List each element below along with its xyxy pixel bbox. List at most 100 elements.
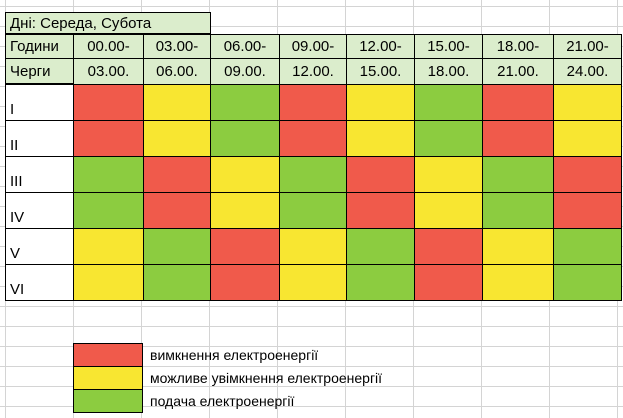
schedule-cell-red[interactable] xyxy=(143,156,211,193)
queue-label-cell-text: I xyxy=(10,101,15,118)
time-start-cell[interactable]: 00.00- xyxy=(73,34,144,59)
days-title[interactable]: Дні: Середа, Субота xyxy=(5,12,211,34)
schedule-cell-red[interactable] xyxy=(346,192,415,229)
schedule-cell-red[interactable] xyxy=(414,228,483,265)
schedule-cell-green[interactable] xyxy=(73,192,144,229)
schedule-cell-green[interactable] xyxy=(210,84,280,121)
legend-label: подача електроенергії xyxy=(150,393,295,409)
schedule-cell-green[interactable] xyxy=(414,84,483,121)
time-start-cell[interactable]: 06.00- xyxy=(210,34,280,59)
time-end-cell-text: 15.00. xyxy=(359,63,402,80)
time-end-cell-text: 12.00. xyxy=(292,63,334,80)
time-end-cell[interactable]: 12.00. xyxy=(279,58,347,85)
schedule-cell-green[interactable] xyxy=(482,192,554,229)
queues-label: Черги xyxy=(10,62,51,80)
time-start-cell[interactable]: 12.00- xyxy=(346,34,415,59)
time-start-cell-text: 03.00- xyxy=(155,38,199,55)
schedule-cell-yellow[interactable] xyxy=(143,84,211,121)
queue-label-cell-text: II xyxy=(10,137,19,154)
queue-label-cell[interactable]: IV xyxy=(5,192,74,229)
queue-label-cell-text: III xyxy=(10,173,23,190)
schedule-cell-yellow[interactable] xyxy=(279,228,347,265)
schedule-cell-yellow[interactable] xyxy=(482,228,554,265)
schedule-cell-yellow[interactable] xyxy=(414,156,483,193)
time-end-cell[interactable]: 03.00. xyxy=(73,58,144,85)
time-start-cell-text: 12.00- xyxy=(359,38,402,55)
legend-swatch-red xyxy=(73,343,143,367)
schedule-cell-yellow[interactable] xyxy=(279,264,347,301)
time-start-cell[interactable]: 09.00- xyxy=(279,34,347,59)
queues-label-cell[interactable]: Черги xyxy=(5,58,74,84)
time-start-cell-text: 09.00- xyxy=(291,38,335,55)
legend-swatch-yellow xyxy=(73,366,143,390)
days-title-text: Дні: Середа, Субота xyxy=(10,14,152,32)
schedule-cell-yellow[interactable] xyxy=(346,84,415,121)
hours-label: Години xyxy=(10,38,59,55)
time-start-cell[interactable]: 21.00- xyxy=(553,34,622,59)
time-start-cell-text: 21.00- xyxy=(566,38,609,55)
queue-label-cell-text: V xyxy=(10,245,21,262)
schedule-cell-yellow[interactable] xyxy=(553,84,622,121)
queue-label-cell-text: IV xyxy=(10,209,25,226)
schedule-cell-green[interactable] xyxy=(73,156,144,193)
schedule-cell-yellow[interactable] xyxy=(346,120,415,157)
time-end-cell[interactable]: 21.00. xyxy=(482,58,554,85)
legend-label: вимкнення електроенергії xyxy=(150,347,319,363)
schedule-cell-green[interactable] xyxy=(143,264,211,301)
schedule-cell-red[interactable] xyxy=(346,156,415,193)
queue-label-cell[interactable]: I xyxy=(5,84,74,121)
queue-label-cell[interactable]: VI xyxy=(5,264,74,301)
time-end-cell-text: 18.00. xyxy=(427,63,470,80)
schedule-cell-red[interactable] xyxy=(482,120,554,157)
schedule-cell-green[interactable] xyxy=(346,264,415,301)
time-end-cell[interactable]: 06.00. xyxy=(143,58,211,85)
schedule-cell-red[interactable] xyxy=(553,156,622,193)
schedule-cell-yellow[interactable] xyxy=(482,264,554,301)
time-start-cell-text: 06.00- xyxy=(223,38,267,55)
schedule-cell-green[interactable] xyxy=(346,228,415,265)
schedule-cell-yellow[interactable] xyxy=(143,120,211,157)
time-start-cell-text: 18.00- xyxy=(496,38,540,55)
schedule-cell-yellow[interactable] xyxy=(414,192,483,229)
time-start-cell-text: 15.00- xyxy=(427,38,470,55)
schedule-cell-yellow[interactable] xyxy=(210,192,280,229)
schedule-cell-green[interactable] xyxy=(482,156,554,193)
time-start-cell[interactable]: 03.00- xyxy=(143,34,211,59)
schedule-cell-red[interactable] xyxy=(210,264,280,301)
time-end-cell[interactable]: 15.00. xyxy=(346,58,415,85)
schedule-cell-red[interactable] xyxy=(210,228,280,265)
legend-label: можливе увімкнення електроенергії xyxy=(150,370,383,386)
schedule-cell-yellow[interactable] xyxy=(73,228,144,265)
schedule-cell-green[interactable] xyxy=(279,156,347,193)
schedule-cell-red[interactable] xyxy=(414,264,483,301)
schedule-cell-red[interactable] xyxy=(482,84,554,121)
schedule-cell-yellow[interactable] xyxy=(210,156,280,193)
schedule-cell-red[interactable] xyxy=(553,192,622,229)
time-start-cell[interactable]: 18.00- xyxy=(482,34,554,59)
schedule-cell-green[interactable] xyxy=(414,120,483,157)
time-end-cell[interactable]: 24.00. xyxy=(553,58,622,85)
time-start-cell[interactable]: 15.00- xyxy=(414,34,483,59)
time-end-cell-text: 06.00. xyxy=(156,63,198,80)
queue-label-cell[interactable]: V xyxy=(5,228,74,265)
schedule-cell-green[interactable] xyxy=(143,228,211,265)
schedule-cell-green[interactable] xyxy=(553,264,622,301)
schedule-cell-red[interactable] xyxy=(279,120,347,157)
hours-label-cell[interactable]: Години xyxy=(5,34,74,59)
schedule-cell-yellow[interactable] xyxy=(73,264,144,301)
schedule-cell-yellow[interactable] xyxy=(553,120,622,157)
schedule-cell-red[interactable] xyxy=(73,120,144,157)
queue-label-cell[interactable]: II xyxy=(5,120,74,157)
queue-label-cell[interactable]: III xyxy=(5,156,74,193)
schedule-cell-red[interactable] xyxy=(279,84,347,121)
time-end-cell[interactable]: 09.00. xyxy=(210,58,280,85)
time-end-cell-text: 21.00. xyxy=(497,63,539,80)
schedule-cell-green[interactable] xyxy=(210,120,280,157)
schedule-cell-red[interactable] xyxy=(73,84,144,121)
time-end-cell[interactable]: 18.00. xyxy=(414,58,483,85)
schedule-cell-red[interactable] xyxy=(143,192,211,229)
schedule-cell-green[interactable] xyxy=(279,192,347,229)
time-end-cell-text: 24.00. xyxy=(566,63,609,80)
schedule-cell-green[interactable] xyxy=(553,228,622,265)
